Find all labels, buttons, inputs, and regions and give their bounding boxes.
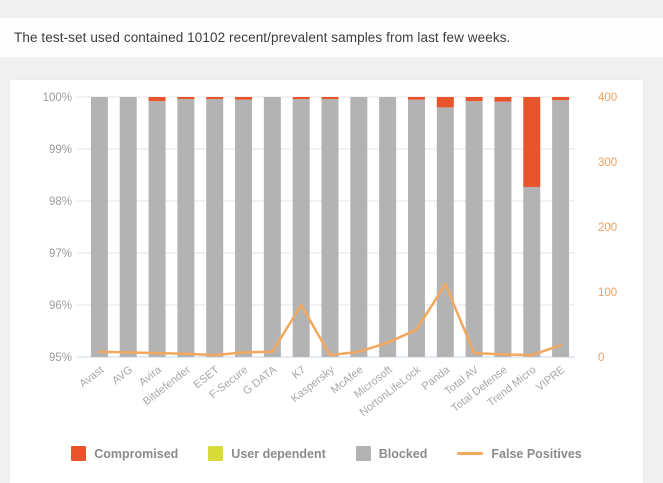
bar-segment-blocked-mcafee: [350, 97, 368, 357]
category-label-k7: K7: [290, 364, 308, 382]
bar-segment-compromised-total-av: [465, 97, 483, 102]
bar-segment-compromised-vipre: [552, 97, 570, 101]
bar-segment-blocked-avast: [90, 97, 108, 357]
bar-segment-blocked-kaspersky: [321, 99, 339, 357]
category-label-vipre: VIPRE: [534, 364, 567, 394]
legend-item-blocked[interactable]: Blocked: [355, 446, 428, 461]
bar-segment-compromised-total-defense: [494, 97, 512, 102]
bar-segment-compromised-f-secure: [235, 97, 253, 100]
bar-segment-blocked-total-av: [465, 101, 483, 357]
protection-chart-card: 100% 99% 98% 97% 96% 95% 400 300 200 100 0 Avast AVG…: [10, 80, 643, 483]
bar-segment-blocked-trend-micro: [523, 186, 541, 357]
legend-color-swatch: [208, 446, 224, 461]
legend-line-swatch: [457, 452, 484, 455]
bar-segment-compromised-k7: [292, 97, 310, 100]
legend-item-compromised[interactable]: Compromised: [71, 446, 178, 461]
bar-segment-blocked-panda: [436, 107, 454, 358]
legend-item-user-dependent[interactable]: User dependent: [208, 446, 326, 461]
legend-label: Blocked: [378, 446, 428, 461]
bar-segment-compromised-trend-micro: [523, 97, 541, 187]
legend-color-swatch: [355, 446, 371, 461]
bar-segment-blocked-avg: [119, 97, 137, 357]
bar-segment-compromised-kaspersky: [321, 97, 339, 100]
bar-segment-blocked-k7: [292, 99, 310, 357]
bar-segment-blocked-avira: [148, 101, 166, 357]
left-axis-tick-label: 99%: [49, 144, 72, 156]
test-set-note: The test-set used contained 10102 recent…: [14, 30, 511, 45]
bar-segment-compromised-bitdefender: [177, 97, 195, 100]
left-axis-tick-label: 98%: [49, 196, 72, 208]
right-axis-tick-label: 400: [598, 92, 617, 104]
bar-segment-blocked-nortonlifelock: [407, 99, 425, 357]
false-positives-line: [98, 282, 562, 357]
bar-segment-blocked-total-defense: [494, 101, 512, 358]
bar-segment-blocked-vipre: [552, 100, 570, 358]
right-axis-tick-label: 300: [598, 157, 617, 169]
right-axis-tick-label: 0: [598, 352, 604, 364]
category-label-avg: AVG: [110, 364, 135, 387]
left-axis-tick-label: 95%: [49, 352, 72, 364]
test-set-note-strip: The test-set used contained 10102 recent…: [0, 18, 663, 57]
right-axis-tick-label: 100: [598, 287, 617, 299]
category-label-avast: Avast: [77, 364, 106, 390]
legend-color-swatch: [71, 446, 87, 461]
bar-segment-compromised-panda: [436, 97, 454, 108]
legend-label: False Positives: [491, 446, 582, 461]
bar-segment-blocked-g-data: [263, 97, 281, 357]
bar-segment-blocked-bitdefender: [177, 99, 195, 357]
protection-chart: 100% 99% 98% 97% 96% 95% 400 300 200 100 0 Avast AVG…: [43, 92, 618, 419]
bar-segment-blocked-eset: [206, 99, 224, 357]
bar-segment-blocked-microsoft: [379, 97, 397, 357]
left-axis-tick-label: 96%: [49, 300, 72, 312]
legend-label: User dependent: [231, 446, 326, 461]
chart-legend: Compromised User dependent Blocked False Po…: [10, 446, 643, 461]
left-axis-tick-label: 97%: [49, 248, 72, 260]
bar-segment-compromised-nortonlifelock: [407, 97, 425, 100]
legend-item-false-positives[interactable]: False Positives: [457, 446, 582, 461]
bar-segment-compromised-avira: [148, 97, 166, 102]
legend-label: Compromised: [94, 446, 179, 461]
right-axis-tick-label: 200: [598, 222, 617, 234]
bar-segment-compromised-eset: [206, 97, 224, 100]
left-axis-tick-label: 100%: [43, 92, 72, 104]
bar-segment-blocked-f-secure: [235, 99, 253, 357]
